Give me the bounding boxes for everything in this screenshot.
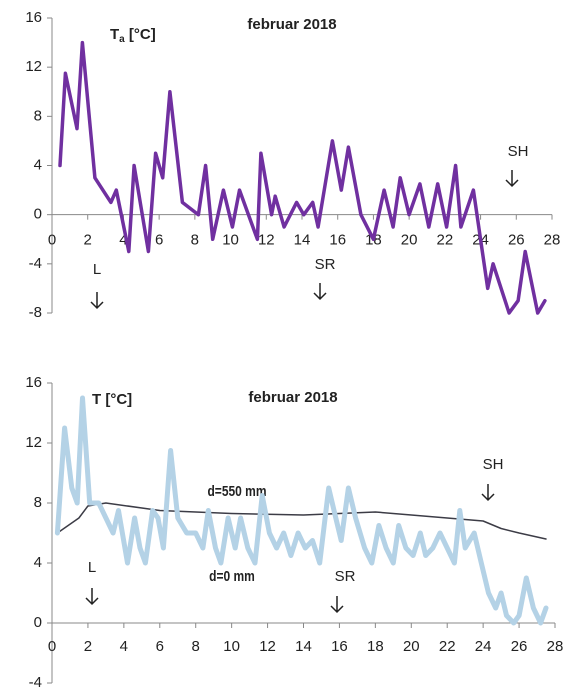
y-label: T [°C] [92,391,132,408]
x-tick-label: 12 [259,638,276,655]
x-tick-label: 14 [295,638,312,655]
arrow [313,283,327,301]
x-tick-label: 20 [403,638,420,655]
y-tick-label: 12 [25,434,42,451]
y-tick-label: 4 [34,554,42,571]
y-label-main: T [110,26,119,43]
y-tick-label: 16 [25,9,42,26]
y-label: Ta [°C] [110,26,156,45]
y-tick-label: 0 [34,206,42,223]
annotation: d=0 mm [209,568,255,585]
x-tick-label: 28 [547,638,564,655]
data-line [58,40,547,315]
y-tick-label: -8 [29,304,42,321]
y-tick-label: 8 [34,107,42,124]
x-tick-label: 8 [191,232,199,249]
annotation: SR [315,256,336,273]
x-tick-label: 0 [48,232,56,249]
y-tick-label: 8 [34,494,42,511]
arrow [85,588,99,606]
y-label-main: T [°C] [92,391,132,408]
x-tick-label: 22 [437,232,454,249]
x-tick-label: 26 [508,232,525,249]
annotation: L [88,559,96,576]
x-tick-label: 14 [294,232,311,249]
y-label-sub: a [119,34,125,45]
data-line [54,395,549,626]
chart-title: februar 2018 [247,16,336,33]
x-tick-label: 2 [84,232,92,249]
x-tick-label: 8 [192,638,200,655]
x-tick-label: 6 [156,638,164,655]
x-tick-label: 22 [439,638,456,655]
x-tick-label: 24 [475,638,492,655]
y-tick-label: -4 [29,255,42,272]
annotation: SH [508,143,529,160]
arrow [481,484,495,502]
x-tick-label: 16 [331,638,348,655]
arrow [330,596,344,614]
x-tick-label: 12 [258,232,275,249]
y-tick-label: 16 [25,374,42,391]
arrow [505,170,519,188]
x-tick-label: 4 [119,232,127,249]
y-label-unit: [°C] [125,26,156,43]
annotation: L [93,261,101,278]
x-tick-label: 6 [155,232,163,249]
x-tick-label: 2 [84,638,92,655]
annotation: d=550 mm [207,483,266,500]
x-tick-label: 28 [544,232,561,249]
y-tick-label: 4 [34,156,42,173]
x-tick-label: 10 [223,638,240,655]
x-tick-label: 16 [329,232,346,249]
annotation: SR [335,568,356,585]
x-tick-label: 10 [222,232,239,249]
x-tick-label: 20 [401,232,418,249]
y-tick-label: -4 [29,674,42,691]
y-tick-label: 0 [34,614,42,631]
x-tick-label: 0 [48,638,56,655]
x-tick-label: 26 [511,638,528,655]
x-tick-label: 18 [367,638,384,655]
y-tick-label: 12 [25,58,42,75]
x-tick-label: 4 [120,638,128,655]
arrow [90,292,104,310]
chart-title: februar 2018 [248,389,337,406]
annotation: SH [483,456,504,473]
